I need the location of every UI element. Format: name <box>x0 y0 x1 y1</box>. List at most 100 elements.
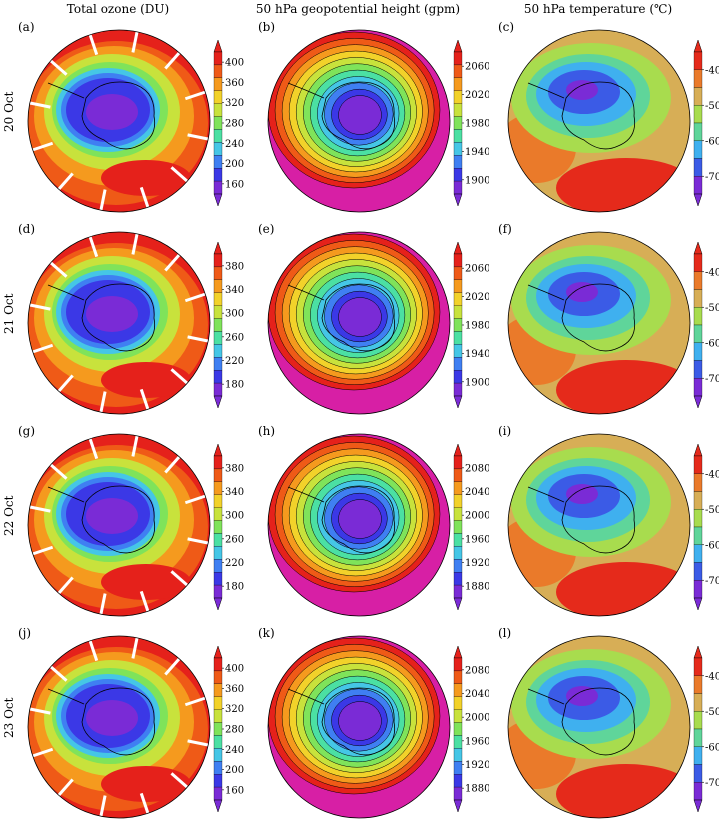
colorbar: 20600 20200 19800 19400 19000 <box>453 39 489 207</box>
colorbar-tick-label: -70 <box>705 374 719 385</box>
colorbar-tick-label: 280 <box>225 725 244 736</box>
colorbar-tick-label: 20600 <box>465 62 489 73</box>
height-polar-map <box>267 635 451 819</box>
colorbar-tick-label: 20600 <box>465 264 489 275</box>
colorbar-tick-label: 19400 <box>465 349 489 360</box>
colorbar-tick-label: 19200 <box>465 558 489 569</box>
colorbar-tick-label: 19800 <box>465 119 489 130</box>
colorbar-tick-label: -70 <box>705 778 719 789</box>
colorbar-tick-label: 20200 <box>465 90 489 101</box>
colorbar: 380 340 300 260 220 180 <box>213 241 244 409</box>
panel-letter: (c) <box>498 20 515 34</box>
colorbar-tick-label: 400 <box>225 664 244 675</box>
colorbar-tick-label: 180 <box>225 380 244 391</box>
panel-j: (j) 400 360 320 280 240 200 160 <box>14 624 249 824</box>
colorbar-tick-label: 19400 <box>465 147 489 158</box>
colorbar-tick-label: 280 <box>225 119 244 130</box>
colorbar-tick-label: 20400 <box>465 689 489 700</box>
panel-letter: (k) <box>258 626 275 640</box>
colorbar: 20600 20200 19800 19400 19000 <box>453 241 489 409</box>
colorbar-tick-label: 340 <box>225 285 244 296</box>
colorbar-tick-label: 19000 <box>465 377 489 388</box>
panel-letter: (g) <box>18 424 36 438</box>
colorbar-tick-label: -70 <box>705 172 719 183</box>
panel-g: (g) 380 340 300 260 220 180 <box>14 422 249 622</box>
panel-letter: (j) <box>18 626 32 640</box>
column-title-temperature: 50 hPa temperature (℃) <box>523 2 673 16</box>
colorbar-tick-label: 400 <box>225 58 244 69</box>
colorbar-tick-label: 380 <box>225 261 244 272</box>
colorbar-tick-label: 160 <box>225 785 244 796</box>
panel-c: (c) -40 -50 -60 -70 <box>494 18 719 218</box>
colorbar-tick-label: 360 <box>225 78 244 89</box>
panel-h: (h) 20800 20400 20000 19600 19200 18800 <box>254 422 489 622</box>
colorbar-tick-label: -60 <box>705 540 719 551</box>
colorbar-tick-label: 18800 <box>465 784 489 795</box>
colorbar-tick-label: 340 <box>225 487 244 498</box>
colorbar: -40 -50 -60 -70 <box>693 39 719 207</box>
colorbar-tick-label: 19600 <box>465 736 489 747</box>
colorbar-tick-label: -40 <box>705 469 719 480</box>
panel-b: (b) 20600 20200 19800 19400 19000 <box>254 18 489 218</box>
colorbar-tick-label: -70 <box>705 576 719 587</box>
column-title-height: 50 hPa geopotential height (gpm) <box>255 2 461 16</box>
panel-a: (a) 400 360 320 280 240 200 160 <box>14 18 249 218</box>
panel-f: (f) -40 -50 -60 -70 <box>494 220 719 420</box>
colorbar-tick-label: 300 <box>225 309 244 320</box>
colorbar-tick-label: 320 <box>225 98 244 109</box>
colorbar: 400 360 320 280 240 200 160 <box>213 645 244 813</box>
column-title-ozone: Total ozone (DU) <box>66 2 170 16</box>
colorbar-tick-label: -60 <box>705 742 719 753</box>
colorbar-tick-label: -60 <box>705 338 719 349</box>
temp-polar-map <box>507 635 691 819</box>
panel-letter: (i) <box>498 424 512 438</box>
colorbar-tick-label: 20000 <box>465 713 489 724</box>
height-polar-map <box>267 433 451 617</box>
panel-d: (d) 380 340 300 260 220 180 <box>14 220 249 420</box>
colorbar-tick-label: 200 <box>225 159 244 170</box>
colorbar-tick-label: -60 <box>705 136 719 147</box>
temp-polar-map <box>507 231 691 415</box>
colorbar-tick-label: -40 <box>705 65 719 76</box>
colorbar-tick-label: 240 <box>225 139 244 150</box>
panel-l: (l) -40 -50 -60 -70 <box>494 624 719 824</box>
colorbar-tick-label: 20000 <box>465 511 489 522</box>
colorbar-tick-label: 180 <box>225 582 244 593</box>
panel-letter: (b) <box>258 20 276 34</box>
colorbar-tick-label: 320 <box>225 704 244 715</box>
panel-letter: (a) <box>18 20 35 34</box>
colorbar-tick-label: 220 <box>225 558 244 569</box>
colorbar-tick-label: -40 <box>705 267 719 278</box>
colorbar-tick-label: 160 <box>225 179 244 190</box>
panel-k: (k) 20800 20400 20000 19600 19200 18800 <box>254 624 489 824</box>
ozone-polar-map <box>27 635 211 819</box>
panel-letter: (e) <box>258 222 275 236</box>
colorbar-tick-label: 18800 <box>465 582 489 593</box>
colorbar-tick-label: -50 <box>705 707 719 718</box>
colorbar: 380 340 300 260 220 180 <box>213 443 244 611</box>
colorbar: -40 -50 -60 -70 <box>693 645 719 813</box>
colorbar-tick-label: 19000 <box>465 175 489 186</box>
panel-i: (i) -40 -50 -60 -70 <box>494 422 719 622</box>
colorbar-tick-label: 260 <box>225 534 244 545</box>
colorbar: 400 360 320 280 240 200 160 <box>213 39 244 207</box>
colorbar-tick-label: 20800 <box>465 463 489 474</box>
colorbar-tick-label: 360 <box>225 684 244 695</box>
colorbar: 20800 20400 20000 19600 19200 18800 <box>453 443 489 611</box>
ozone-polar-map <box>27 29 211 213</box>
panel-letter: (f) <box>498 222 512 236</box>
temp-polar-map <box>507 433 691 617</box>
colorbar-tick-label: 380 <box>225 463 244 474</box>
colorbar-tick-label: 19200 <box>465 760 489 771</box>
colorbar-tick-label: -40 <box>705 671 719 682</box>
height-polar-map <box>267 231 451 415</box>
colorbar: 20800 20400 20000 19600 19200 18800 <box>453 645 489 813</box>
colorbar-tick-label: 20200 <box>465 292 489 303</box>
ozone-polar-map <box>27 433 211 617</box>
colorbar-tick-label: 240 <box>225 745 244 756</box>
panel-e: (e) 20600 20200 19800 19400 19000 <box>254 220 489 420</box>
colorbar-tick-label: 19600 <box>465 534 489 545</box>
panel-letter: (l) <box>498 626 512 640</box>
colorbar: -40 -50 -60 -70 <box>693 443 719 611</box>
colorbar: -40 -50 -60 -70 <box>693 241 719 409</box>
